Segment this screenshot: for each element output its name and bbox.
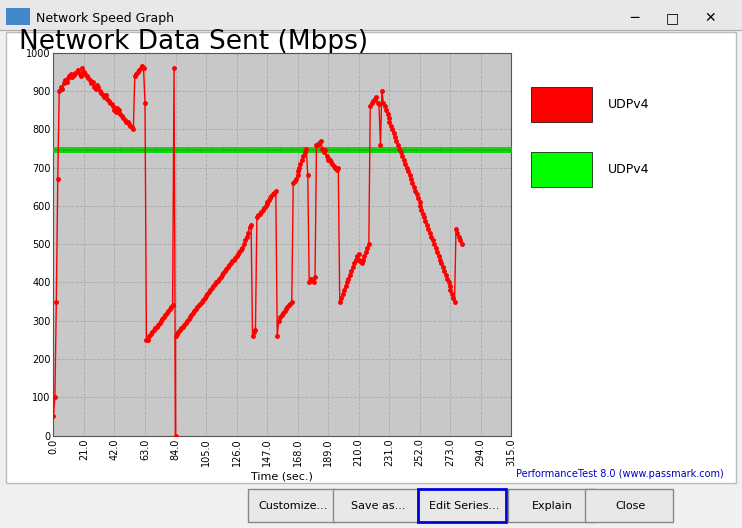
- FancyBboxPatch shape: [418, 489, 506, 522]
- Text: ✕: ✕: [704, 12, 716, 25]
- Bar: [0, 0, 742, 30]
- Text: Edit Series...: Edit Series...: [429, 501, 499, 511]
- Text: Network Speed Graph: Network Speed Graph: [36, 12, 174, 25]
- Bar: [531, 153, 592, 187]
- Bar: [6, 8, 30, 25]
- Bar: [531, 87, 592, 122]
- Bar: [6, 32, 736, 483]
- Text: PerformanceTest 8.0 (www.passmark.com): PerformanceTest 8.0 (www.passmark.com): [516, 469, 723, 479]
- Text: Save as...: Save as...: [351, 501, 406, 511]
- FancyBboxPatch shape: [248, 489, 335, 522]
- FancyBboxPatch shape: [333, 489, 421, 522]
- Text: Explain: Explain: [532, 501, 574, 511]
- FancyBboxPatch shape: [585, 489, 673, 522]
- Text: ─: ─: [630, 12, 639, 25]
- Text: Network Data Sent (Mbps): Network Data Sent (Mbps): [19, 30, 368, 55]
- Text: □: □: [666, 12, 679, 25]
- Text: Close: Close: [616, 501, 646, 511]
- Text: Customize...: Customize...: [258, 501, 328, 511]
- FancyBboxPatch shape: [508, 489, 595, 522]
- Text: UDPv4: UDPv4: [608, 98, 649, 111]
- X-axis label: Time (sec.): Time (sec.): [252, 472, 313, 482]
- Text: UDPv4: UDPv4: [608, 163, 649, 176]
